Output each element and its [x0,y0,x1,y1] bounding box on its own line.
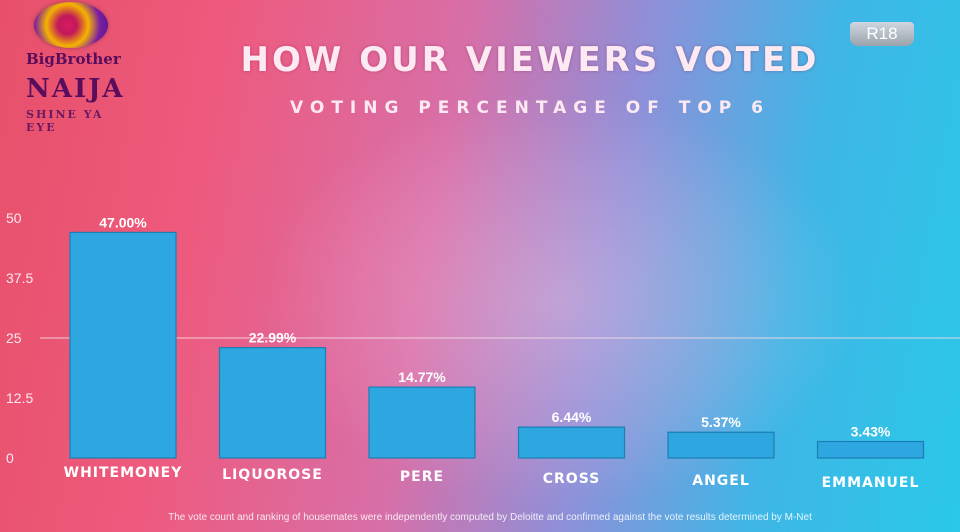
data-label: 5.37% [701,414,741,430]
bar-emmanuel [816,440,925,459]
logo-line-3: SHINE YA EYE [26,108,104,134]
eye-logo-icon [34,2,108,48]
show-logo: BigBrother NAIJA SHINE YA EYE [26,0,136,134]
bar-pere [368,386,476,459]
bar-angel [667,431,775,459]
bar-liquorose [218,347,327,459]
data-label: 6.44% [552,409,592,425]
chart-subtitle: VOTING PERCENTAGE OF TOP 6 [290,98,770,118]
category-label: ANGEL [692,473,750,489]
y-tick-label: 37.5 [6,270,33,286]
category-label: CROSS [543,471,601,487]
y-tick-label: 12.5 [6,390,33,406]
logo-line-2: NAIJA [26,74,125,104]
rating-badge: R18 [850,22,914,46]
data-label: 3.43% [851,424,891,440]
chart-title: HOW OUR VIEWERS VOTED [240,40,820,80]
data-label: 47.00% [99,214,147,230]
logo-line-1: BigBrother [26,50,121,68]
y-tick-label: 50 [6,210,22,226]
footnote: The vote count and ranking of housemates… [168,512,812,523]
y-tick-label: 0 [6,450,14,466]
y-tick-label: 25 [6,330,22,346]
category-label: PERE [400,469,444,485]
category-label: EMMANUEL [822,475,920,491]
bar-cross [517,426,626,459]
category-label: LIQUOROSE [222,467,323,483]
data-label: 14.77% [398,369,446,385]
bar-whitemoney [69,231,177,459]
data-label: 22.99% [249,330,297,346]
category-label: WHITEMONEY [64,465,183,481]
